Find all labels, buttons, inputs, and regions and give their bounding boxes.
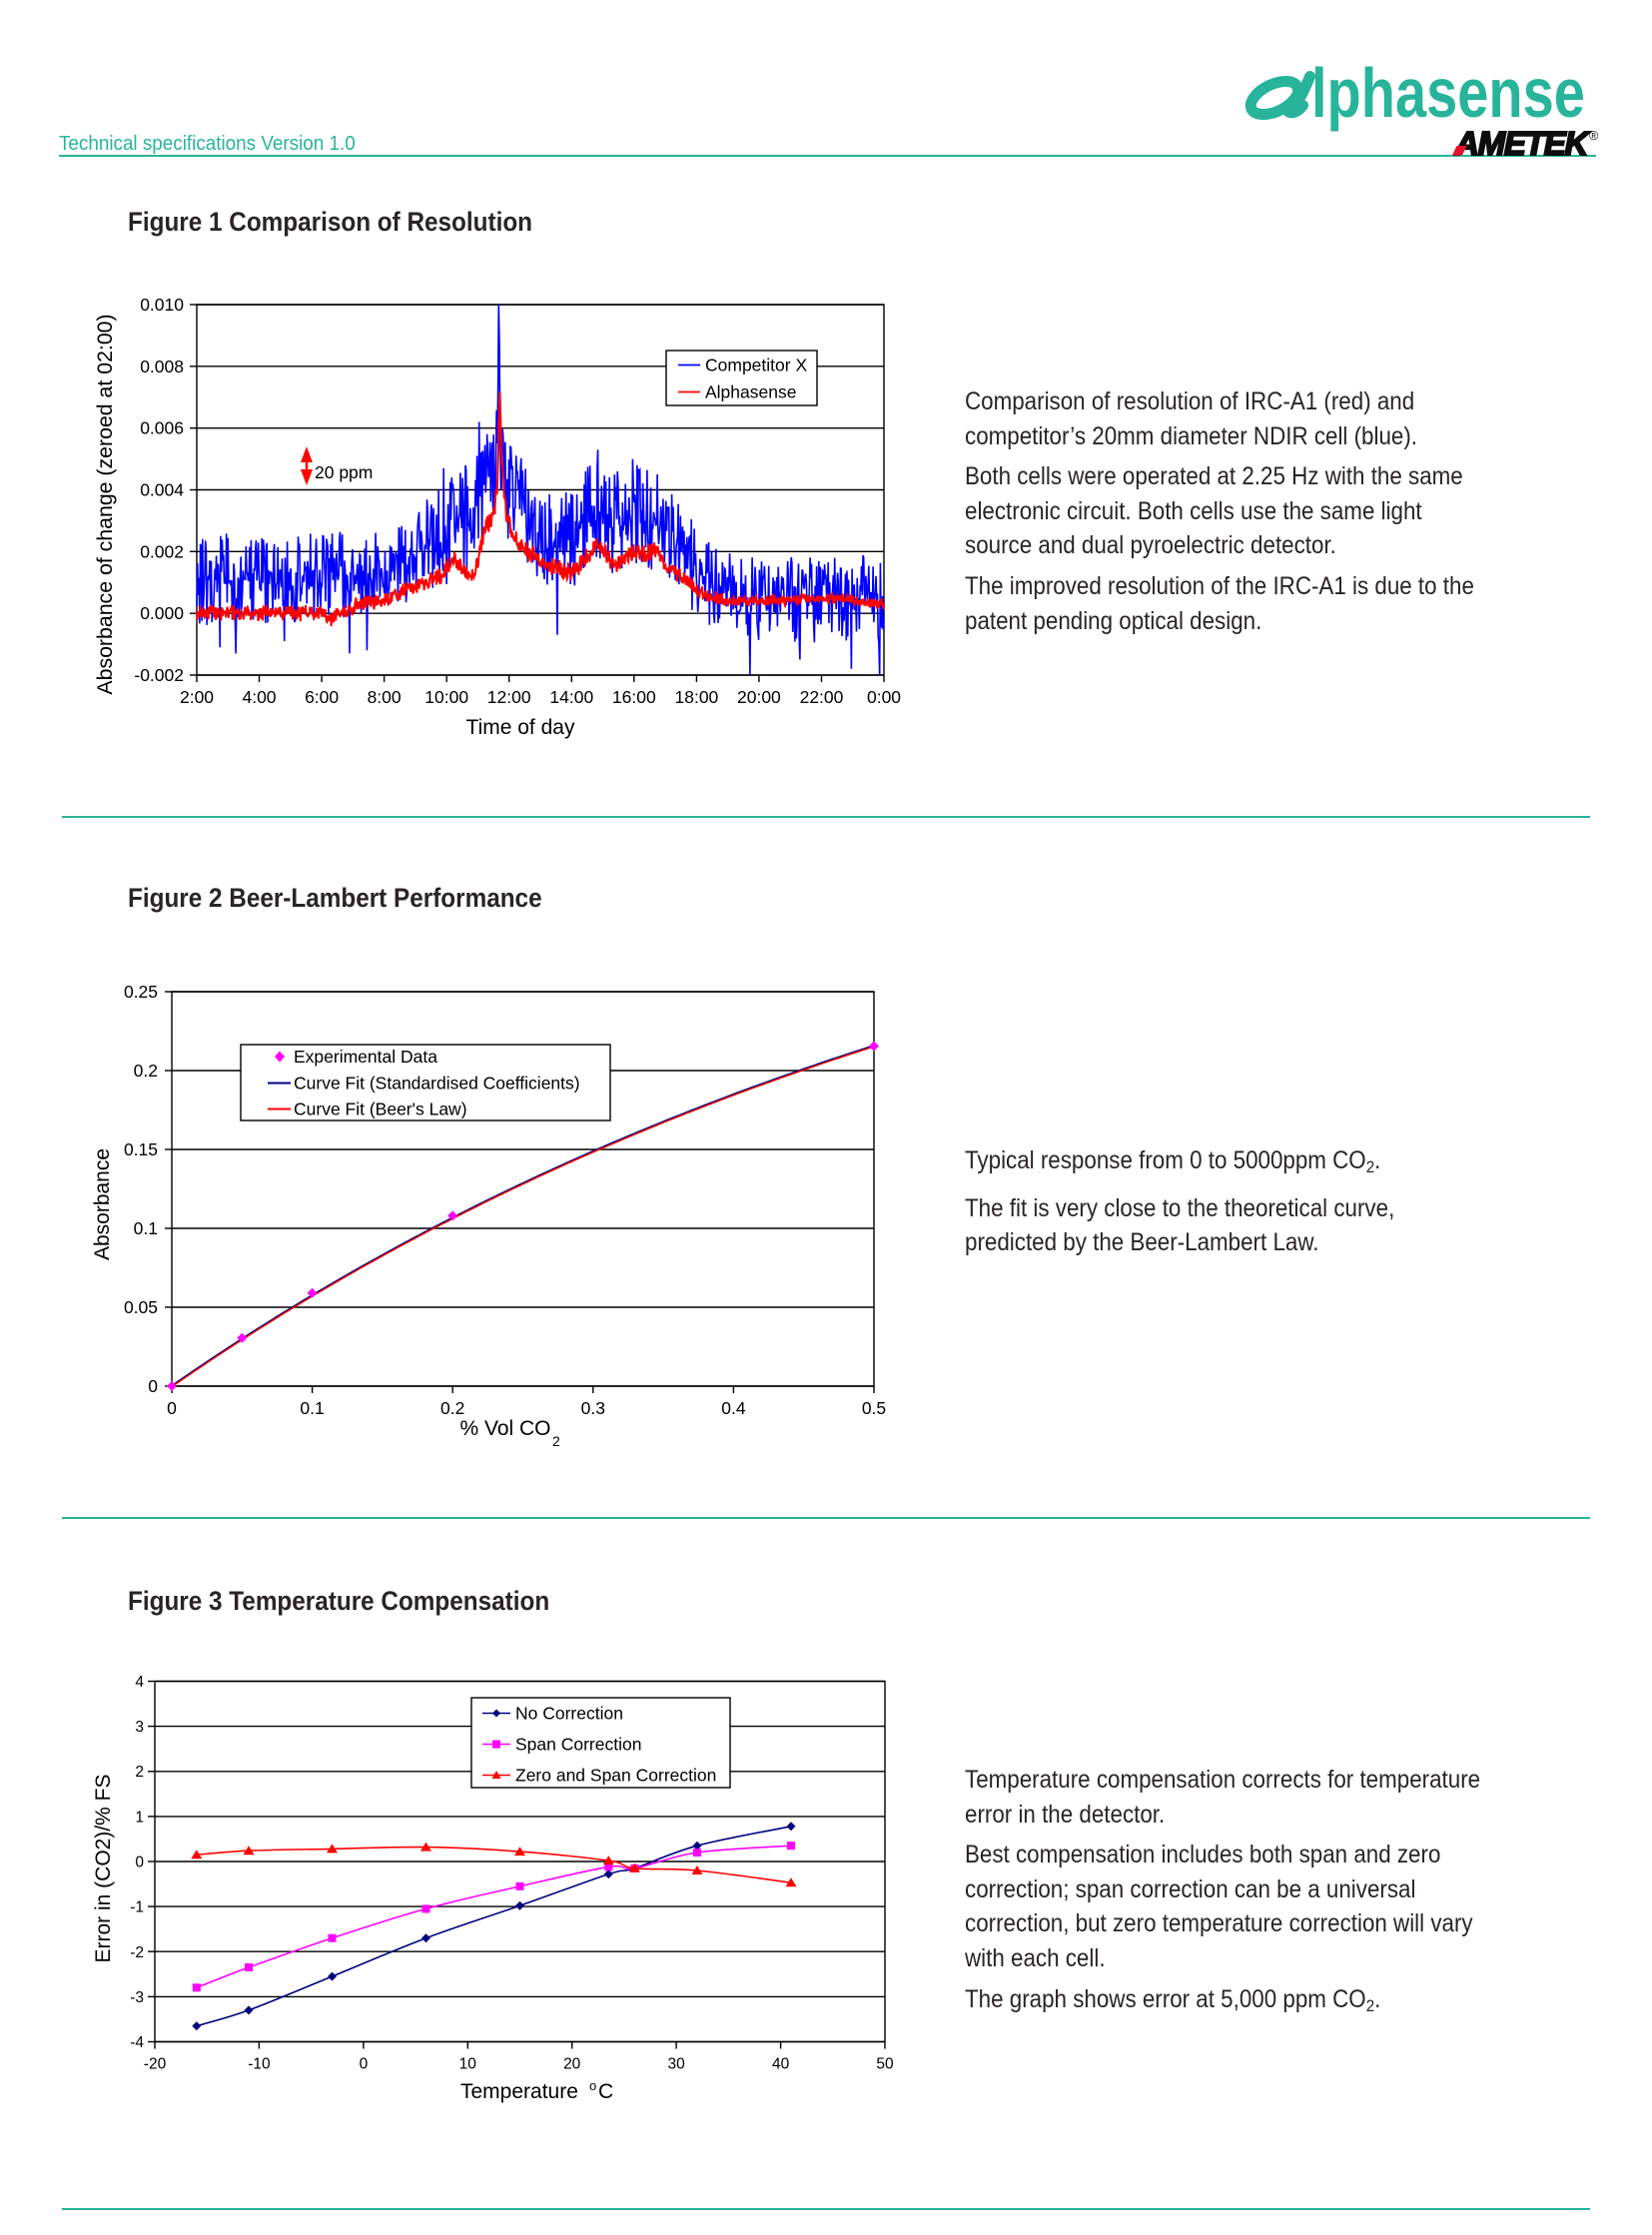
svg-text:50: 50 <box>876 2056 894 2073</box>
svg-text:-4: -4 <box>130 2034 144 2051</box>
svg-text:0.1: 0.1 <box>134 1218 158 1238</box>
svg-text:0.15: 0.15 <box>124 1139 158 1159</box>
svg-text:Competitor X: Competitor X <box>705 356 807 375</box>
svg-text:0.3: 0.3 <box>581 1398 605 1418</box>
svg-text:-3: -3 <box>130 1989 144 2006</box>
svg-text:2: 2 <box>552 1433 560 1449</box>
svg-text:Experimental Data: Experimental Data <box>294 1047 437 1067</box>
svg-text:0.002: 0.002 <box>140 541 184 561</box>
svg-text:20:00: 20:00 <box>737 687 781 707</box>
svg-text:Curve Fit (Beer's Law): Curve Fit (Beer's Law) <box>294 1100 467 1119</box>
svg-text:1: 1 <box>135 1809 144 1826</box>
svg-text:Absorbance: Absorbance <box>91 1148 114 1260</box>
svg-text:0.004: 0.004 <box>140 480 184 500</box>
svg-text:0.5: 0.5 <box>862 1398 886 1418</box>
svg-text:4:00: 4:00 <box>242 687 276 707</box>
svg-text:0.006: 0.006 <box>140 418 184 438</box>
svg-text:0.000: 0.000 <box>140 603 184 623</box>
svg-text:14:00: 14:00 <box>549 687 593 707</box>
svg-text:-10: -10 <box>248 2056 271 2073</box>
svg-text:30: 30 <box>667 2056 685 2073</box>
svg-text:-0.002: -0.002 <box>134 665 184 685</box>
svg-text:10:00: 10:00 <box>424 687 468 707</box>
svg-text:Absorbance of change (zeroed a: Absorbance of change (zeroed at 02:00) <box>93 314 117 694</box>
svg-text:6:00: 6:00 <box>305 687 339 707</box>
svg-text:®: ® <box>1589 129 1599 143</box>
svg-text:0.05: 0.05 <box>124 1297 158 1317</box>
svg-text:AMETEK: AMETEK <box>1454 125 1591 162</box>
svg-text:-20: -20 <box>144 2056 167 2073</box>
svg-text:3: 3 <box>135 1719 144 1736</box>
svg-text:0: 0 <box>360 2056 369 2073</box>
svg-text:20 ppm: 20 ppm <box>315 462 373 482</box>
svg-text:0.25: 0.25 <box>124 982 158 1002</box>
svg-text:-2: -2 <box>130 1944 144 1961</box>
svg-text:0.4: 0.4 <box>721 1398 746 1418</box>
svg-text:0: 0 <box>167 1398 177 1418</box>
svg-text:Alphasense: Alphasense <box>705 382 796 402</box>
svg-text:0.1: 0.1 <box>300 1398 324 1418</box>
svg-text:C: C <box>598 2080 613 2103</box>
svg-text:8:00: 8:00 <box>368 687 402 707</box>
svg-text:Error in (CO2)/% FS: Error in (CO2)/% FS <box>92 1774 115 1962</box>
svg-text:0:00: 0:00 <box>867 687 901 707</box>
svg-text:-1: -1 <box>130 1899 144 1916</box>
svg-text:% Vol CO: % Vol CO <box>459 1417 550 1440</box>
svg-text:10: 10 <box>459 2056 477 2073</box>
svg-text:0.2: 0.2 <box>440 1398 464 1418</box>
svg-text:16:00: 16:00 <box>612 687 656 707</box>
svg-text:20: 20 <box>563 2056 581 2073</box>
svg-text:0: 0 <box>148 1376 158 1396</box>
svg-text:o: o <box>589 2078 596 2093</box>
svg-text:Temperature: Temperature <box>460 2080 578 2103</box>
svg-text:0.010: 0.010 <box>140 295 184 315</box>
svg-text:Time of day: Time of day <box>466 716 575 739</box>
svg-text:2:00: 2:00 <box>180 687 214 707</box>
svg-text:12:00: 12:00 <box>487 687 531 707</box>
svg-text:Span Correction: Span Correction <box>515 1735 641 1755</box>
svg-text:0: 0 <box>135 1855 144 1871</box>
svg-text:0.008: 0.008 <box>140 357 184 376</box>
svg-text:No Correction: No Correction <box>515 1704 623 1724</box>
svg-text:2: 2 <box>135 1764 144 1781</box>
svg-text:Zero and Span Correction: Zero and Span Correction <box>515 1766 716 1786</box>
svg-text:40: 40 <box>772 2056 790 2073</box>
svg-text:4: 4 <box>135 1674 144 1691</box>
svg-text:Curve Fit (Standardised Coeffi: Curve Fit (Standardised Coefficients) <box>294 1074 580 1094</box>
svg-text:0.2: 0.2 <box>134 1061 158 1081</box>
svg-text:18:00: 18:00 <box>675 687 719 707</box>
svg-text:lphasense: lphasense <box>1311 55 1585 132</box>
svg-text:22:00: 22:00 <box>800 687 844 707</box>
